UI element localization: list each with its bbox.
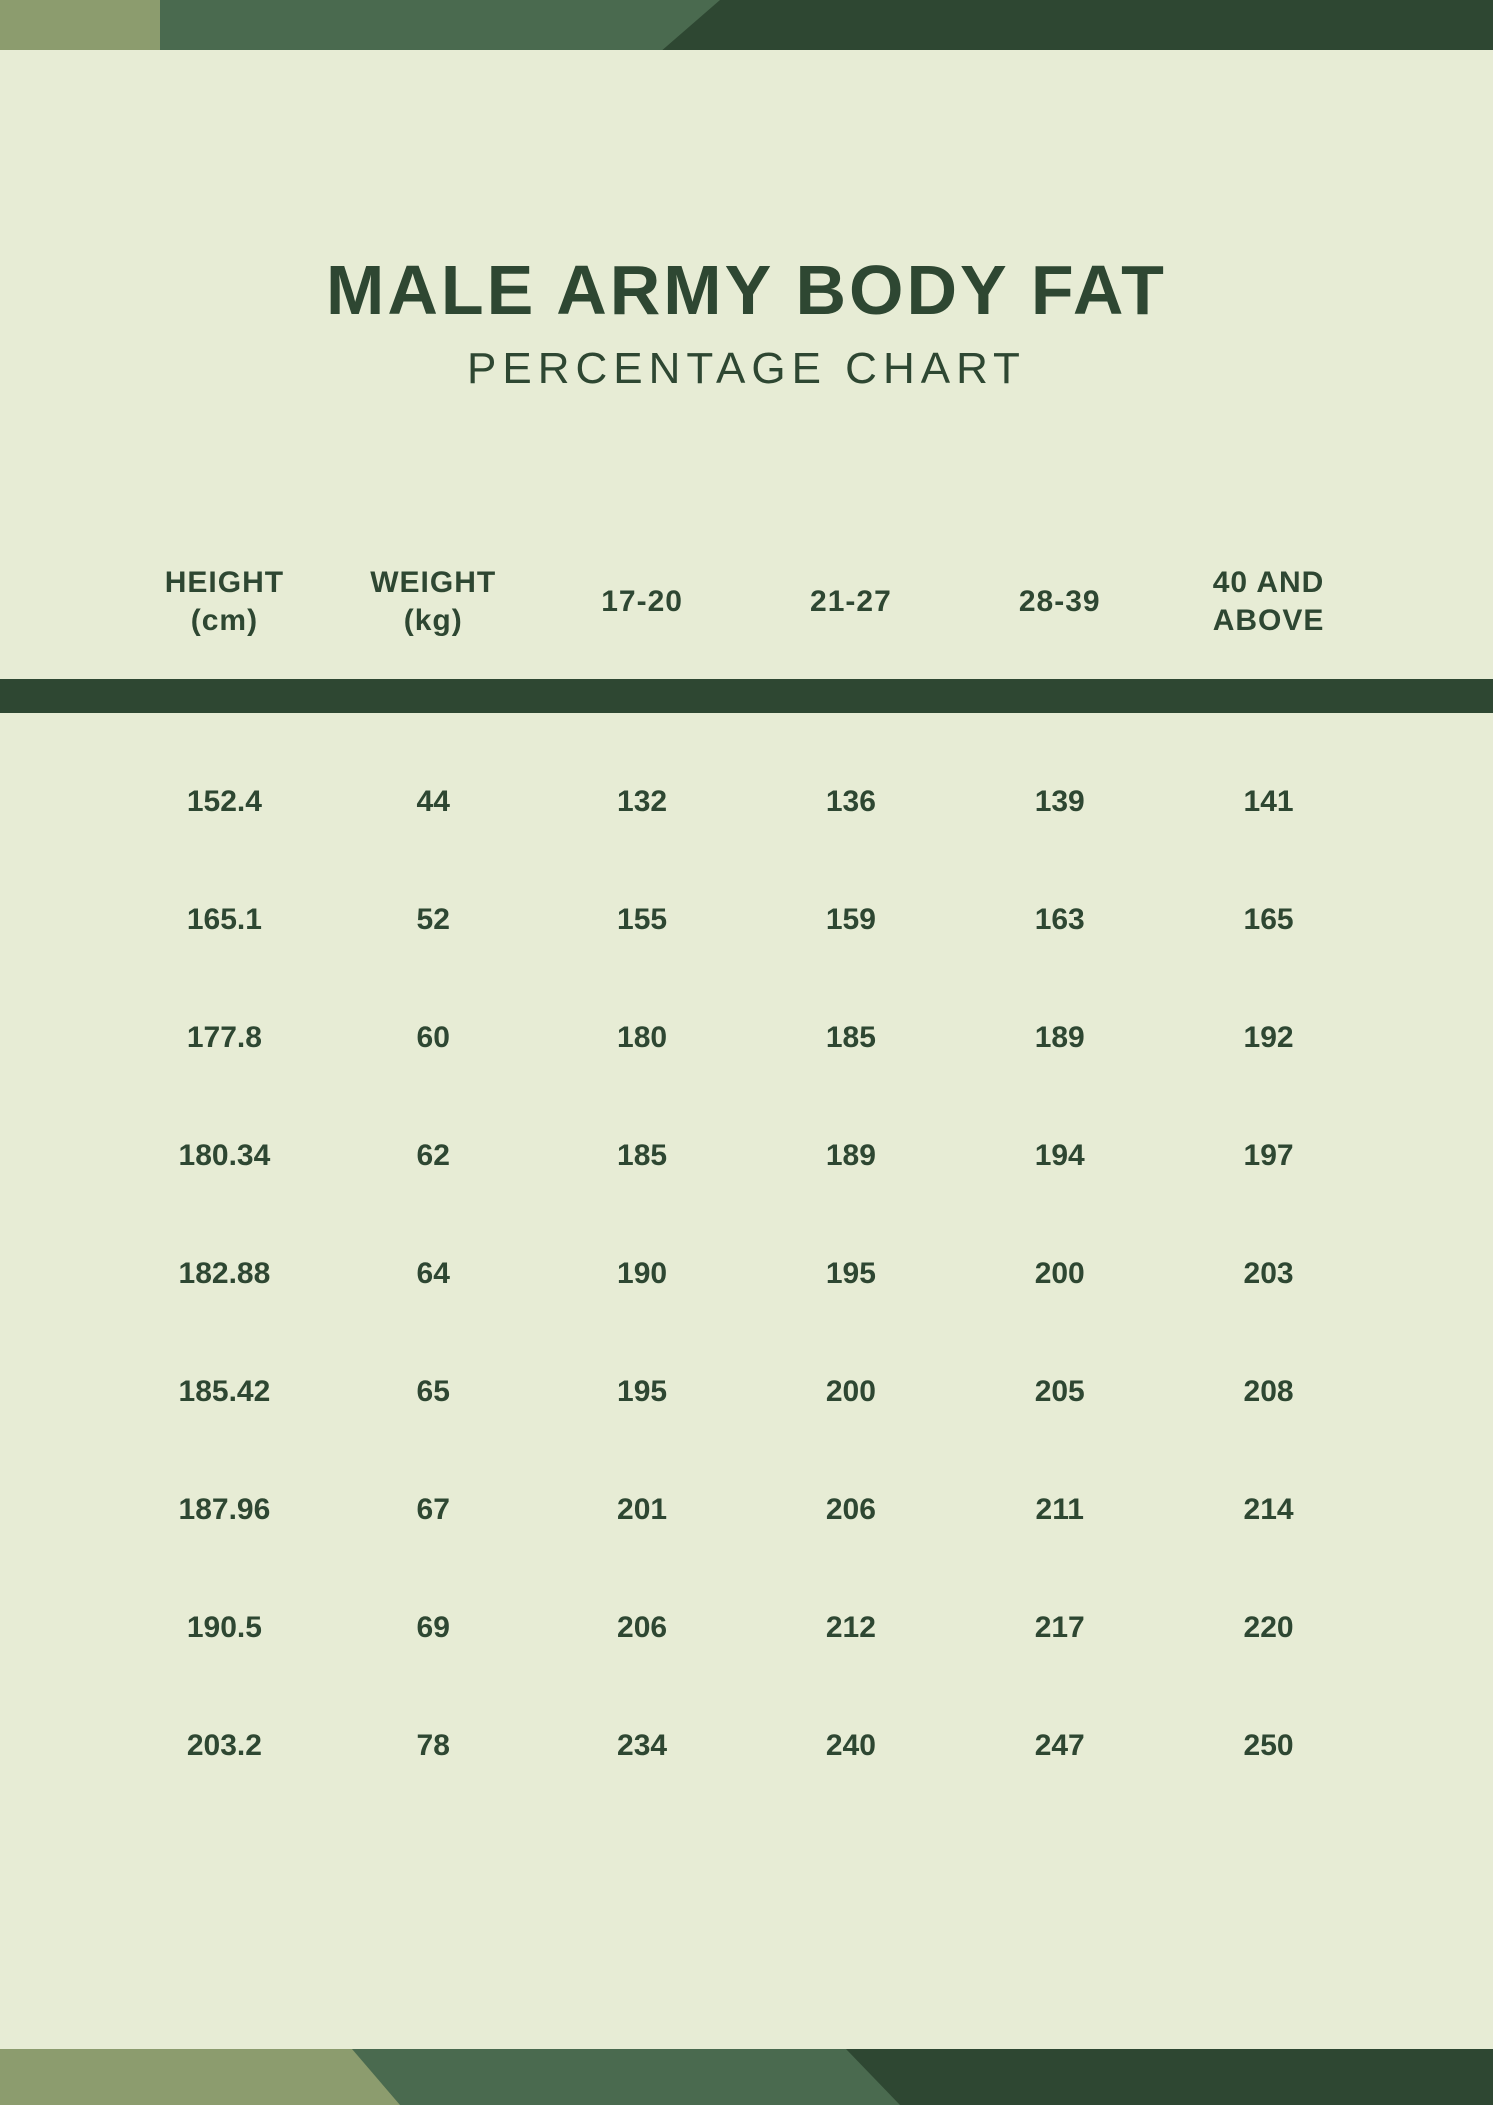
- table-cell: 190: [538, 1257, 747, 1291]
- table-cell: 180: [538, 1021, 747, 1055]
- table-row: 203.278234240247250: [120, 1687, 1373, 1805]
- table-row: 152.444132136139141: [120, 743, 1373, 861]
- table-cell: 185: [538, 1139, 747, 1173]
- table-cell: 152.4: [120, 785, 329, 819]
- table-cell: 189: [746, 1139, 955, 1173]
- table-row: 185.4265195200205208: [120, 1333, 1373, 1451]
- table-cell: 250: [1164, 1729, 1373, 1763]
- table-cell: 180.34: [120, 1139, 329, 1173]
- table-cell: 212: [746, 1611, 955, 1645]
- table-cell: 165.1: [120, 903, 329, 937]
- col-header-17-20: 17-20: [538, 583, 747, 621]
- table-cell: 234: [538, 1729, 747, 1763]
- table-cell: 205: [955, 1375, 1164, 1409]
- table-header-row: HEIGHT (cm) WEIGHT (kg) 17-20 21-27 28-3…: [120, 564, 1373, 639]
- table-cell: 136: [746, 785, 955, 819]
- table-cell: 69: [329, 1611, 538, 1645]
- table-cell: 139: [955, 785, 1164, 819]
- page-subtitle: PERCENTAGE CHART: [0, 344, 1493, 394]
- table-cell: 44: [329, 785, 538, 819]
- table: HEIGHT (cm) WEIGHT (kg) 17-20 21-27 28-3…: [120, 564, 1373, 1805]
- col-header-weight: WEIGHT (kg): [329, 564, 538, 639]
- table-cell: 187.96: [120, 1493, 329, 1527]
- table-cell: 165: [1164, 903, 1373, 937]
- col-header-40-plus: 40 AND ABOVE: [1164, 564, 1373, 639]
- col-header-height: HEIGHT (cm): [120, 564, 329, 639]
- table-cell: 62: [329, 1139, 538, 1173]
- table-cell: 200: [746, 1375, 955, 1409]
- table-cell: 132: [538, 785, 747, 819]
- table-cell: 67: [329, 1493, 538, 1527]
- footer-strip-olive: [0, 2049, 400, 2105]
- table-cell: 78: [329, 1729, 538, 1763]
- table-cell: 195: [746, 1257, 955, 1291]
- table-cell: 192: [1164, 1021, 1373, 1055]
- table-row: 190.569206212217220: [120, 1569, 1373, 1687]
- table-cell: 217: [955, 1611, 1164, 1645]
- table-cell: 195: [538, 1375, 747, 1409]
- table-row: 182.8864190195200203: [120, 1215, 1373, 1333]
- table-cell: 177.8: [120, 1021, 329, 1055]
- table-cell: 200: [955, 1257, 1164, 1291]
- table-cell: 247: [955, 1729, 1164, 1763]
- table-row: 165.152155159163165: [120, 861, 1373, 979]
- page-title: MALE ARMY BODY FAT: [0, 250, 1493, 330]
- table-cell: 159: [746, 903, 955, 937]
- table-cell: 189: [955, 1021, 1164, 1055]
- table-row: 180.3462185189194197: [120, 1097, 1373, 1215]
- col-header-28-39: 28-39: [955, 583, 1164, 621]
- table-cell: 201: [538, 1493, 747, 1527]
- table-cell: 182.88: [120, 1257, 329, 1291]
- table-divider-bar: [0, 679, 1493, 713]
- table-cell: 185.42: [120, 1375, 329, 1409]
- table-cell: 65: [329, 1375, 538, 1409]
- table-cell: 190.5: [120, 1611, 329, 1645]
- table-cell: 52: [329, 903, 538, 937]
- table-row: 177.860180185189192: [120, 979, 1373, 1097]
- content-area: MALE ARMY BODY FAT PERCENTAGE CHART HEIG…: [0, 50, 1493, 2049]
- table-body: 152.444132136139141165.15215515916316517…: [120, 743, 1373, 1805]
- table-cell: 163: [955, 903, 1164, 937]
- table-cell: 185: [746, 1021, 955, 1055]
- table-cell: 206: [538, 1611, 747, 1645]
- table-cell: 206: [746, 1493, 955, 1527]
- table-cell: 141: [1164, 785, 1373, 819]
- table-cell: 203.2: [120, 1729, 329, 1763]
- table-cell: 211: [955, 1493, 1164, 1527]
- table-cell: 240: [746, 1729, 955, 1763]
- table-cell: 194: [955, 1139, 1164, 1173]
- table-cell: 203: [1164, 1257, 1373, 1291]
- table-cell: 208: [1164, 1375, 1373, 1409]
- table-row: 187.9667201206211214: [120, 1451, 1373, 1569]
- col-header-21-27: 21-27: [746, 583, 955, 621]
- table-cell: 155: [538, 903, 747, 937]
- table-cell: 214: [1164, 1493, 1373, 1527]
- table-cell: 220: [1164, 1611, 1373, 1645]
- table-cell: 64: [329, 1257, 538, 1291]
- header-strip-olive: [0, 0, 160, 50]
- table-cell: 197: [1164, 1139, 1373, 1173]
- table-cell: 60: [329, 1021, 538, 1055]
